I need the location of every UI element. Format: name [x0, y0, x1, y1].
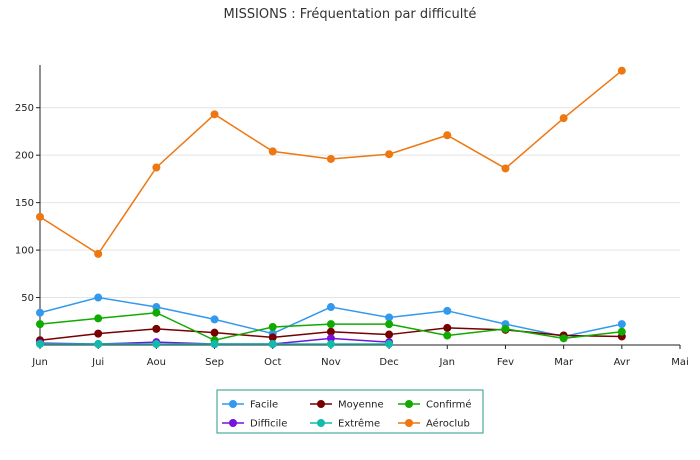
- data-point: [559, 114, 568, 123]
- x-tick-label: Mai: [671, 357, 689, 368]
- x-axis-ticks: Jun Jui Aou Sep Oct Nov Dec Jan Fev Mar Avr Mai: [31, 345, 689, 368]
- data-point: [385, 150, 394, 159]
- data-point: [385, 340, 394, 349]
- y-tick-label: 100: [15, 246, 34, 257]
- data-point: [443, 131, 452, 140]
- data-point: [326, 340, 335, 349]
- y-tick-label: 50: [21, 293, 34, 304]
- x-tick-label: Dec: [379, 357, 398, 368]
- legend-label: Difficile: [250, 419, 287, 430]
- legend-item: Aéroclub: [398, 418, 470, 430]
- legend-label: Aéroclub: [426, 418, 470, 430]
- data-point: [617, 66, 626, 75]
- legend-swatch-marker: [317, 419, 325, 427]
- legend-box: [216, 389, 484, 434]
- legend-item: Moyenne: [310, 400, 384, 411]
- data-point: [385, 313, 394, 322]
- data-point: [559, 334, 568, 343]
- y-tick-label: 150: [15, 198, 34, 209]
- data-point: [326, 327, 335, 336]
- data-point: [152, 308, 161, 317]
- data-point: [326, 320, 335, 329]
- data-point: [617, 327, 626, 336]
- data-point: [94, 329, 103, 338]
- x-tick-label: Aou: [147, 357, 166, 368]
- y-tick-label: 200: [15, 151, 34, 162]
- data-point: [36, 308, 44, 317]
- legend-swatch-marker: [405, 400, 413, 408]
- data-point: [326, 154, 335, 163]
- legend-label: Extrême: [338, 418, 380, 430]
- data-point: [210, 315, 219, 324]
- legend-swatch-marker: [405, 419, 413, 427]
- legend-swatch-marker: [229, 419, 237, 427]
- data-point: [268, 340, 277, 349]
- legend-item: Confirmé: [398, 399, 472, 411]
- data-point: [501, 164, 510, 173]
- data-point: [152, 340, 161, 349]
- data-point: [617, 320, 626, 329]
- x-tick-label: Jui: [91, 357, 104, 368]
- data-point: [152, 303, 161, 312]
- legend-item: Extrême: [310, 418, 380, 430]
- x-tick-label: Sep: [205, 357, 224, 368]
- x-tick-label: Nov: [321, 357, 341, 368]
- data-point: [36, 320, 44, 329]
- series-group: [36, 66, 626, 349]
- y-axis-ticks: 50 100 150 200 250: [15, 103, 40, 304]
- data-point: [36, 340, 44, 349]
- data-point: [152, 163, 161, 172]
- data-point: [210, 328, 219, 337]
- data-point: [36, 212, 44, 221]
- x-tick-label: Mar: [554, 357, 574, 368]
- x-tick-label: Avr: [614, 357, 631, 368]
- chart-title: MISSIONS : Fréquentation par difficulté: [224, 7, 477, 22]
- legend-swatch-marker: [317, 400, 325, 408]
- y-tick-label: 250: [15, 103, 34, 114]
- series-4: [36, 340, 394, 349]
- data-point: [501, 324, 510, 333]
- x-tick-label: Fev: [497, 357, 514, 368]
- data-point: [443, 306, 452, 315]
- data-point: [268, 333, 277, 342]
- data-point: [326, 303, 335, 312]
- x-tick-label: Jun: [31, 357, 48, 368]
- grid: [40, 107, 680, 299]
- data-point: [210, 110, 219, 119]
- x-tick-label: Oct: [264, 357, 281, 368]
- data-point: [210, 340, 219, 349]
- data-point: [385, 330, 394, 339]
- legend-item: Facile: [222, 400, 278, 411]
- data-point: [94, 293, 103, 302]
- data-point: [385, 320, 394, 329]
- legend-label: Facile: [250, 400, 278, 411]
- data-point: [152, 324, 161, 333]
- data-point: [94, 340, 103, 349]
- data-point: [268, 147, 277, 156]
- data-point: [94, 249, 103, 258]
- axes: [39, 65, 680, 346]
- data-point: [94, 314, 103, 323]
- data-point: [326, 334, 335, 343]
- legend-item: Difficile: [222, 419, 287, 430]
- data-point: [443, 331, 452, 340]
- legend-label: Confirmé: [426, 399, 472, 411]
- series-5: [36, 66, 626, 258]
- data-point: [443, 323, 452, 332]
- legend-label: Moyenne: [338, 400, 384, 411]
- legend-swatch-marker: [229, 400, 237, 408]
- data-point: [268, 322, 277, 331]
- x-tick-label: Jan: [439, 357, 455, 368]
- legend: Facile Moyenne Confirmé Difficile Extrême Aér…: [216, 389, 484, 434]
